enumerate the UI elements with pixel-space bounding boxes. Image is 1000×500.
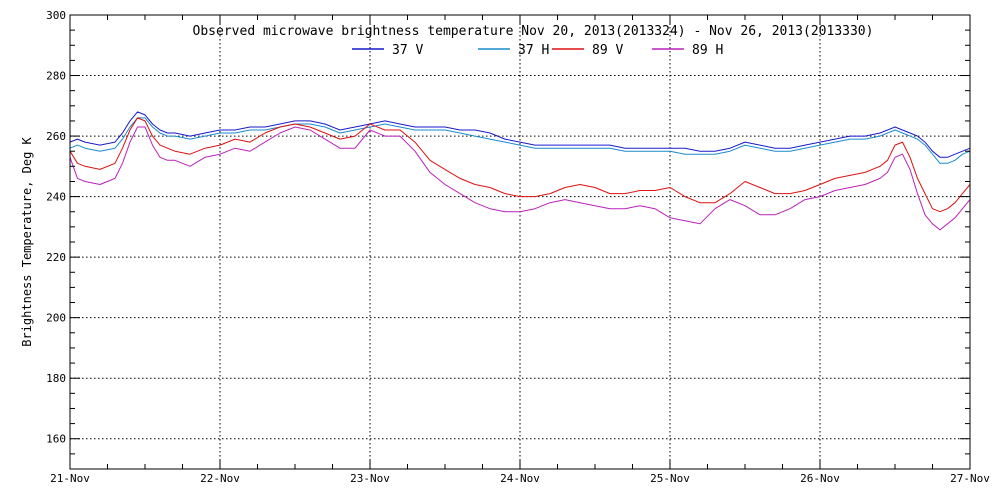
x-tick-label: 27-Nov xyxy=(950,472,990,485)
y-tick-label: 280 xyxy=(46,70,66,83)
y-tick-label: 260 xyxy=(46,130,66,143)
grid-lines xyxy=(70,15,970,469)
x-tick-label: 24-Nov xyxy=(500,472,540,485)
series-line-37-h xyxy=(69,117,971,164)
series-line-89-h xyxy=(69,126,971,231)
chart-title: Observed microwave brightness temperatur… xyxy=(193,24,874,39)
y-tick-label: 200 xyxy=(46,312,66,325)
axis-ticks xyxy=(69,14,971,470)
y-tick-label: 220 xyxy=(46,251,66,264)
series-line-37-v xyxy=(69,111,971,158)
y-tick-label: 240 xyxy=(46,191,66,204)
x-tick-label: 22-Nov xyxy=(200,472,240,485)
y-axis-title: Brightness Temperature, Deg K xyxy=(20,136,34,346)
x-tick-label: 26-Nov xyxy=(800,472,840,485)
tick-labels: 160 180 200 220 240 260 280 300 21-Nov 22-Nov 23-N… xyxy=(46,9,990,485)
y-tick-label: 160 xyxy=(46,433,66,446)
x-tick-label: 25-Nov xyxy=(650,472,690,485)
x-tick-label: 23-Nov xyxy=(350,472,390,485)
y-tick-label: 300 xyxy=(46,9,66,22)
legend-label: 37 H xyxy=(518,43,549,58)
legend-label: 89 H xyxy=(692,43,723,58)
legend: 37 V 37 H 89 V 89 H xyxy=(352,43,723,58)
y-tick-label: 180 xyxy=(46,372,66,385)
series-lines xyxy=(69,111,971,231)
legend-label: 89 V xyxy=(592,43,623,58)
x-tick-label: 21-Nov xyxy=(50,472,90,485)
legend-label: 37 V xyxy=(392,43,423,58)
series-line-89-v xyxy=(69,117,971,213)
